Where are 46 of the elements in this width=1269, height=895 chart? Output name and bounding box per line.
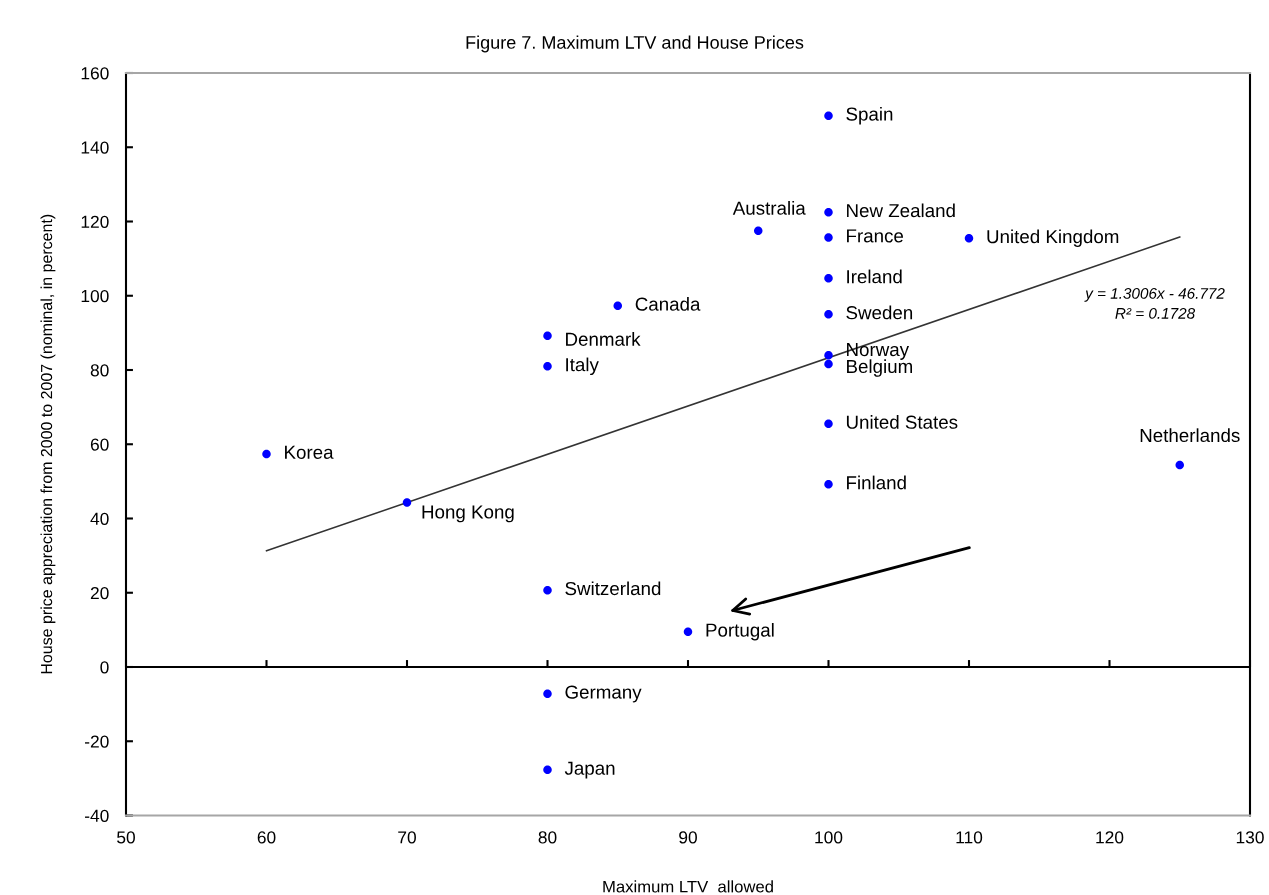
y-tick-label: 20 bbox=[90, 586, 109, 600]
series-label: Canada bbox=[635, 297, 701, 311]
series-label: Hong Kong bbox=[422, 505, 514, 523]
series-label: Belgium bbox=[847, 359, 912, 377]
y-tick-label: 0 bbox=[100, 661, 109, 674]
y-tick-label: 100 bbox=[81, 289, 109, 303]
series-label: United States bbox=[846, 415, 958, 429]
annotation: y = 1.3006x - 46.772 bbox=[1084, 287, 1225, 302]
chart-title: Figure 7. Maximum LTV and House Prices bbox=[466, 35, 804, 53]
annotation: R² = 0.1728 bbox=[1115, 307, 1196, 319]
x-tick-label: 50 bbox=[117, 831, 135, 844]
x-tick-label: 90 bbox=[679, 831, 697, 844]
x-tick-label: 80 bbox=[538, 831, 557, 844]
series-label: France bbox=[847, 229, 904, 243]
series-label: Denmark bbox=[566, 332, 641, 346]
series-label: Portugal bbox=[706, 622, 774, 641]
y-tick-label: -20 bbox=[85, 735, 109, 748]
series-label: Norway bbox=[847, 343, 910, 360]
series-label: Australia bbox=[732, 201, 806, 215]
y-tick-label: -40 bbox=[85, 809, 109, 822]
series-label: Korea bbox=[285, 445, 334, 459]
y-tick-label: 60 bbox=[90, 438, 109, 451]
x-tick-label: 110 bbox=[956, 831, 983, 844]
series-label: Japan bbox=[564, 761, 615, 779]
series-label: United Kingdom bbox=[987, 229, 1119, 247]
series-label: Sweden bbox=[846, 305, 913, 320]
y-axis-title: House price appreciation from 2000 to 2007 (nominal, in percent) bbox=[40, 214, 56, 674]
x-tick-label: 120 bbox=[1096, 831, 1124, 844]
x-axis-title: Maximum LTV allowed bbox=[603, 880, 773, 893]
y-tick-label: 80 bbox=[90, 364, 109, 377]
series-label: Italy bbox=[566, 357, 599, 376]
y-tick-label: 140 bbox=[81, 141, 109, 154]
series-label: Spain bbox=[846, 106, 893, 125]
series-label: Germany bbox=[565, 685, 642, 703]
series-label: Switzerland bbox=[565, 581, 661, 596]
series-label: Netherlands bbox=[1140, 428, 1240, 443]
x-tick-label: 100 bbox=[815, 831, 843, 844]
series-label: New Zealand bbox=[847, 203, 955, 218]
y-tick-label: 120 bbox=[81, 215, 109, 228]
x-tick-label: 70 bbox=[398, 831, 416, 844]
y-tick-label: 160 bbox=[81, 67, 109, 80]
series-label: Finland bbox=[847, 475, 906, 490]
x-tick-label: 130 bbox=[1236, 831, 1264, 844]
y-tick-label: 40 bbox=[90, 512, 109, 525]
x-tick-label: 60 bbox=[257, 831, 276, 844]
series-label: Ireland bbox=[847, 269, 902, 284]
